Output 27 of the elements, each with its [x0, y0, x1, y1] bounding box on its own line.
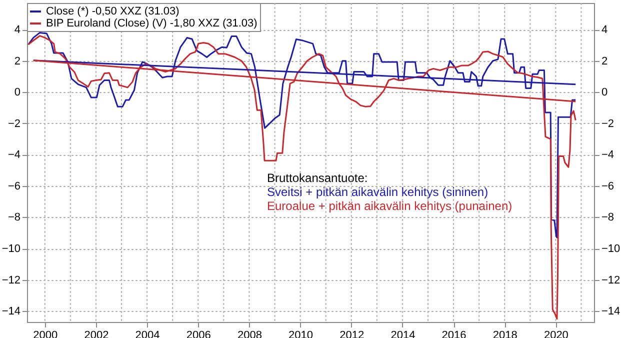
- y2-tick-label: −8: [602, 212, 614, 224]
- y2-tick-label: −14: [602, 306, 620, 318]
- y-tick-label: 2: [14, 55, 20, 68]
- y2-tick-label: 0: [602, 86, 608, 99]
- legend-label: Close (*) -0,50 XXZ (31.03): [46, 6, 180, 18]
- line-series: [28, 35, 576, 320]
- annotation: Bruttokansantuote:: [267, 171, 368, 185]
- y2-tick-label: 4: [602, 24, 608, 36]
- annotation: Sveitsi + pitkän aikavälin kehitys (sininen): [267, 185, 488, 199]
- y-tick-label: −6: [8, 180, 20, 192]
- y-tick-label: −8: [8, 212, 20, 224]
- y2-tick-label: −6: [602, 180, 614, 192]
- line-series: [28, 32, 576, 238]
- y-tick-label: −2: [8, 118, 20, 130]
- y-tick-label: −12: [2, 274, 20, 286]
- y-tick-label: −10: [2, 243, 20, 256]
- y2-tick-label: −10: [602, 243, 620, 256]
- y2-tick-label: −12: [602, 274, 620, 286]
- y2-tick-label: 2: [602, 55, 608, 68]
- y2-tick-label: −4: [602, 149, 614, 162]
- y-tick-label: −14: [2, 306, 20, 318]
- y-tick-label: 0: [14, 86, 20, 99]
- y-tick-label: 4: [14, 24, 20, 36]
- y-tick-label: −4: [8, 149, 20, 162]
- legend-label: BIP Euroland (Close) (V) -1,80 XXZ (31.03): [46, 18, 258, 30]
- annotation: Euroalue + pitkän aikavälin kehitys (punainen): [267, 199, 512, 213]
- y2-tick-label: −2: [602, 118, 614, 130]
